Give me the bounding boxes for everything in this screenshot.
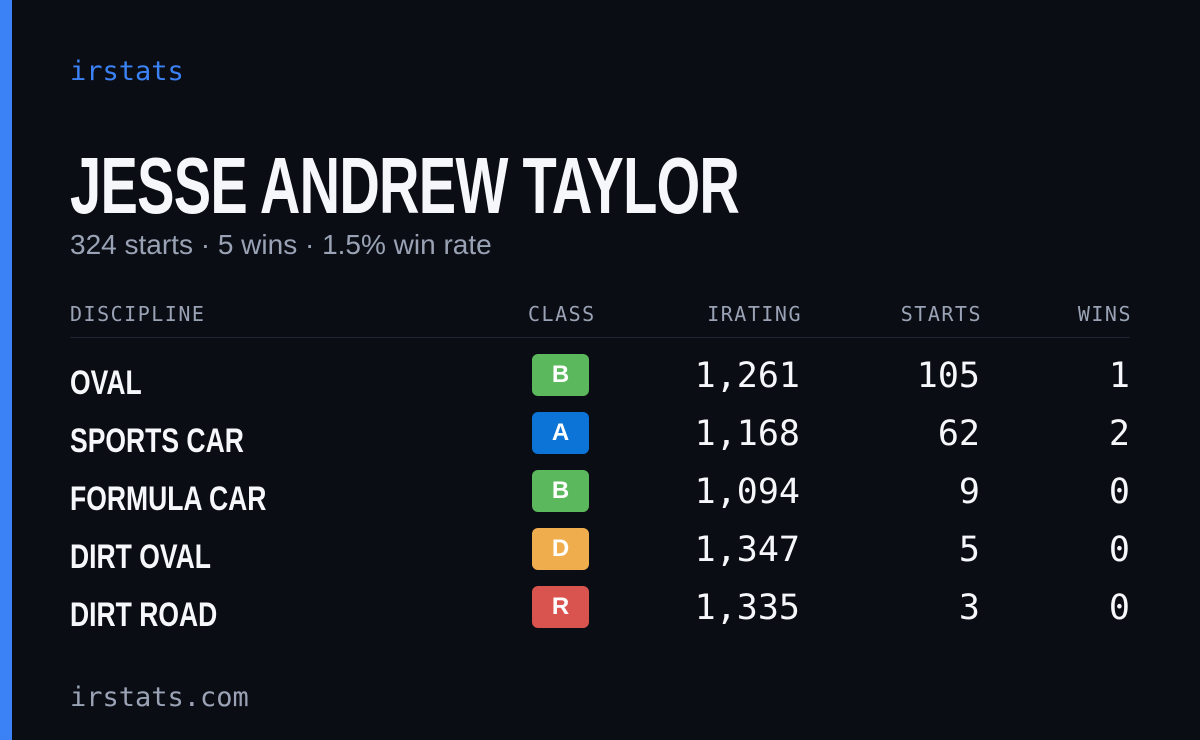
driver-summary: 324 starts · 5 wins · 1.5% win rate bbox=[70, 229, 492, 260]
discipline: OVAL bbox=[70, 364, 142, 402]
discipline: FORMULA CAR bbox=[70, 480, 267, 518]
discipline: DIRT ROAD bbox=[70, 596, 218, 634]
discipline: DIRT OVAL bbox=[70, 538, 211, 576]
irating-value: 1,168 bbox=[694, 414, 800, 454]
class-badge: R bbox=[532, 586, 589, 628]
column-header: WINS bbox=[1077, 302, 1132, 326]
starts-value: 62 bbox=[937, 414, 980, 454]
class-badge: B bbox=[532, 354, 589, 396]
header-rule bbox=[70, 337, 1130, 338]
column-header: IRATING bbox=[707, 302, 802, 326]
starts-value: 3 bbox=[958, 588, 980, 628]
discipline: SPORTS CAR bbox=[70, 422, 244, 460]
starts-value: 5 bbox=[958, 530, 980, 570]
irating-value: 1,261 bbox=[694, 356, 800, 396]
class-badge: D bbox=[532, 528, 589, 570]
irating-value: 1,335 bbox=[694, 588, 800, 628]
starts-value: 105 bbox=[916, 356, 980, 396]
column-header: DISCIPLINE bbox=[70, 302, 206, 326]
wins-value: 2 bbox=[1108, 414, 1130, 454]
column-header: CLASS bbox=[528, 302, 596, 326]
accent-bar bbox=[0, 0, 12, 740]
wins-value: 0 bbox=[1108, 530, 1130, 570]
column-header: STARTS bbox=[900, 302, 982, 326]
brand: irstats bbox=[70, 56, 184, 87]
wins-value: 0 bbox=[1108, 588, 1130, 628]
class-badge: B bbox=[532, 470, 589, 512]
irating-value: 1,094 bbox=[694, 472, 800, 512]
driver-name: JESSE ANDREW TAYLOR bbox=[70, 141, 740, 230]
starts-value: 9 bbox=[958, 472, 980, 512]
wins-value: 1 bbox=[1108, 356, 1130, 396]
class-badge: A bbox=[532, 412, 589, 454]
wins-value: 0 bbox=[1108, 472, 1130, 512]
irating-value: 1,347 bbox=[694, 530, 800, 570]
footer: irstats.com bbox=[70, 682, 249, 713]
